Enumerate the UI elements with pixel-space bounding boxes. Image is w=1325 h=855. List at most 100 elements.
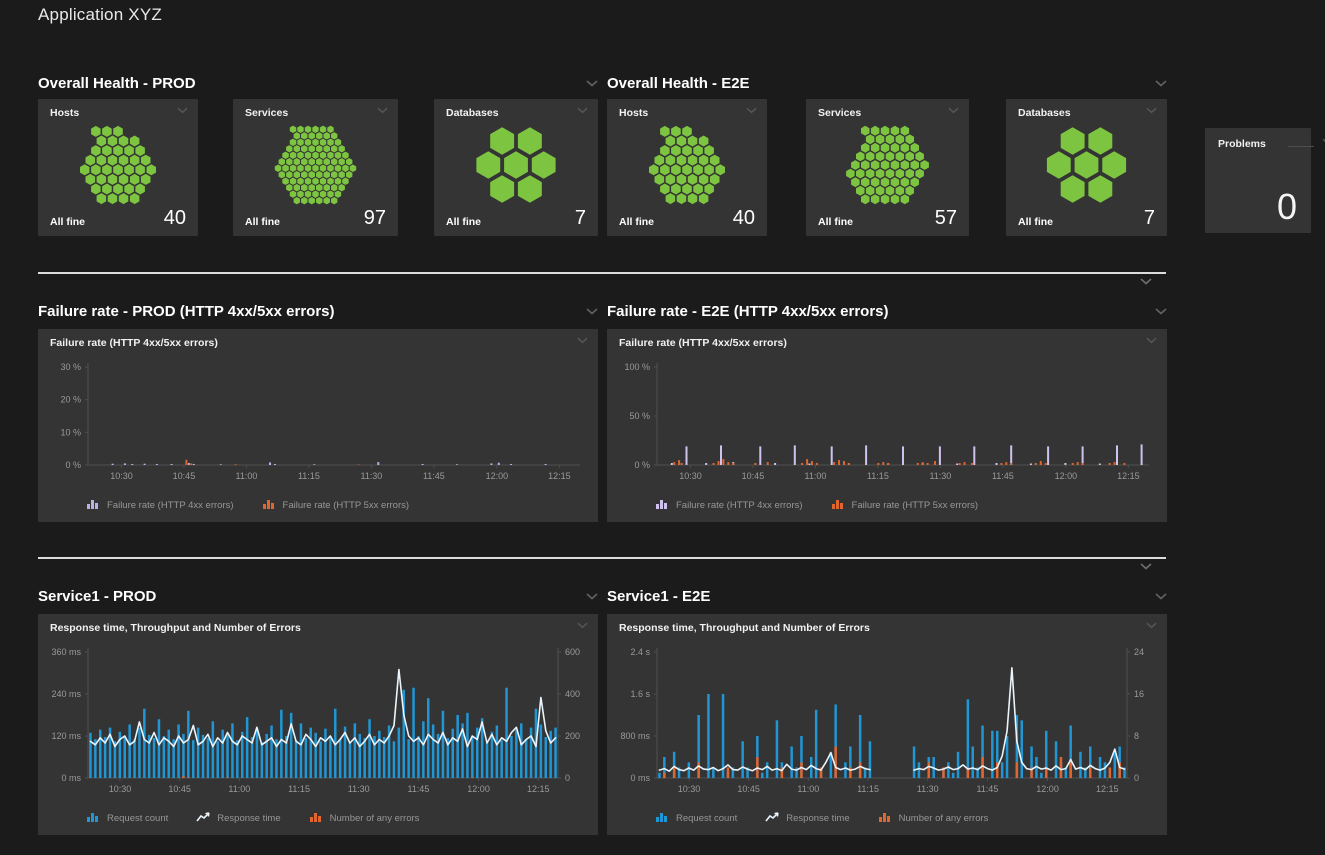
legend-label: Number of any errors [899,813,989,824]
honeycomb-chart [812,123,963,207]
tile-title: Problems [1218,138,1266,150]
honeycomb-chart [440,123,592,207]
svg-text:10:30: 10:30 [109,784,132,794]
legend-item[interactable]: Number of any errors [309,811,420,826]
tile-title: Services [818,107,861,119]
svg-text:11:15: 11:15 [867,471,889,481]
legend-label: Failure rate (HTTP 4xx errors) [107,500,234,511]
entity-count: 7 [1144,208,1155,228]
chevron-down-icon[interactable] [1146,107,1157,114]
svg-text:0 ms: 0 ms [61,773,81,783]
chevron-down-icon[interactable] [1146,622,1157,629]
failure-rate-chart-tile-prod[interactable]: Failure rate (HTTP 4xx/5xx errors) 0 %10… [38,329,598,522]
svg-text:10 %: 10 % [60,427,81,437]
legend-item[interactable]: Failure rate (HTTP 4xx errors) [86,498,234,513]
chevron-down-icon[interactable] [586,308,598,315]
service1-plot-prod: 0 ms120 ms240 ms360 ms020040060010:3010:… [38,614,598,835]
chevron-down-icon[interactable] [948,107,959,114]
legend-item[interactable]: Request count [86,811,168,826]
svg-text:20 %: 20 % [60,395,81,405]
svg-text:11:00: 11:00 [804,471,826,481]
chevron-down-icon[interactable] [577,337,588,344]
bar-series-icon [86,498,101,513]
failure-rate-chart-tile-e2e[interactable]: Failure rate (HTTP 4xx/5xx errors) 0 %50… [607,329,1167,522]
problems-tile[interactable]: Problems 0 [1205,128,1311,233]
chevron-down-icon[interactable] [177,107,188,114]
chevron-down-icon[interactable] [1155,593,1167,600]
bar-series-icon [86,811,101,826]
entity-count: 40 [733,208,755,228]
svg-text:11:45: 11:45 [407,784,429,794]
chevron-down-icon[interactable] [1155,308,1167,315]
health-tile-hosts-prod[interactable]: Hosts All fine 40 [38,99,198,236]
chevron-down-icon[interactable] [586,593,598,600]
legend-item[interactable]: Failure rate (HTTP 5xx errors) [262,498,410,513]
svg-text:11:30: 11:30 [917,784,939,794]
svg-text:11:00: 11:00 [797,784,819,794]
svg-text:11:45: 11:45 [992,471,1014,481]
health-tile-databases-prod[interactable]: Databases All fine 7 [434,99,598,236]
legend-label: Number of any errors [330,813,420,824]
svg-text:360 ms: 360 ms [51,647,81,657]
dashboard: Application XYZ Overall Health - PROD Ov… [0,0,1325,855]
line-series-icon [765,811,780,826]
legend-item[interactable]: Response time [765,811,849,826]
service1-chart-tile-prod[interactable]: Response time, Throughput and Number of … [38,614,598,835]
chevron-down-icon[interactable] [746,107,757,114]
section-header-service1-e2e: Service1 - E2E [607,586,1167,606]
svg-text:11:00: 11:00 [228,784,250,794]
svg-text:10:30: 10:30 [110,471,133,481]
tile-title: Databases [1018,107,1071,119]
health-tile-services-prod[interactable]: Services All fine 97 [233,99,398,236]
svg-text:12:15: 12:15 [548,471,571,481]
chevron-down-icon[interactable] [1146,337,1157,344]
service1-chart-tile-e2e[interactable]: Response time, Throughput and Number of … [607,614,1167,835]
svg-text:11:15: 11:15 [298,471,320,481]
legend-label: Failure rate (HTTP 5xx errors) [852,500,979,511]
legend-item[interactable]: Number of any errors [878,811,989,826]
svg-text:16: 16 [1134,689,1144,699]
chevron-down-icon[interactable] [586,80,598,87]
tile-title: Hosts [50,107,79,119]
chart-title: Failure rate (HTTP 4xx/5xx errors) [619,337,787,349]
svg-text:10:45: 10:45 [173,471,196,481]
entity-count: 97 [364,208,386,228]
entity-count: 40 [164,208,186,228]
legend-label: Response time [217,813,280,824]
legend-item[interactable]: Failure rate (HTTP 5xx errors) [831,498,979,513]
chevron-down-icon[interactable] [377,107,388,114]
chevron-down-icon[interactable] [1140,563,1152,570]
tile-title: Databases [446,107,499,119]
chevron-down-icon[interactable] [577,107,588,114]
health-tile-hosts-e2e[interactable]: Hosts All fine 40 [607,99,767,236]
svg-text:8: 8 [1134,731,1139,741]
legend-item[interactable]: Response time [196,811,280,826]
chevron-down-icon[interactable] [1140,278,1152,285]
chart-legend: Failure rate (HTTP 4xx errors) Failure ra… [655,498,978,513]
svg-text:1.6 s: 1.6 s [630,689,650,699]
legend-item[interactable]: Failure rate (HTTP 4xx errors) [655,498,803,513]
honeycomb-chart [239,123,392,207]
chevron-down-icon[interactable] [1155,80,1167,87]
svg-text:11:45: 11:45 [423,471,445,481]
legend-label: Request count [676,813,737,824]
chevron-down-icon[interactable] [577,622,588,629]
honeycomb-chart [1012,123,1161,207]
health-tile-databases-e2e[interactable]: Databases All fine 7 [1006,99,1167,236]
svg-text:24: 24 [1134,647,1144,657]
status-label: All fine [245,216,280,228]
chart-title: Response time, Throughput and Number of … [619,622,870,634]
svg-text:12:00: 12:00 [486,471,509,481]
section-header-service1-prod: Service1 - PROD [38,586,598,606]
svg-text:10:45: 10:45 [168,784,191,794]
chart-legend: Request count Response time Number of any … [655,811,988,826]
legend-item[interactable]: Request count [655,811,737,826]
svg-text:50 %: 50 % [629,411,650,421]
health-tile-services-e2e[interactable]: Services All fine 57 [806,99,969,236]
svg-text:12:00: 12:00 [1055,471,1078,481]
section-header-health-prod: Overall Health - PROD [38,73,598,93]
section-title: Failure rate - E2E (HTTP 4xx/5xx errors) [607,303,889,320]
entity-count: 7 [575,208,586,228]
svg-text:240 ms: 240 ms [51,689,81,699]
section-title: Failure rate - PROD (HTTP 4xx/5xx errors… [38,303,335,320]
